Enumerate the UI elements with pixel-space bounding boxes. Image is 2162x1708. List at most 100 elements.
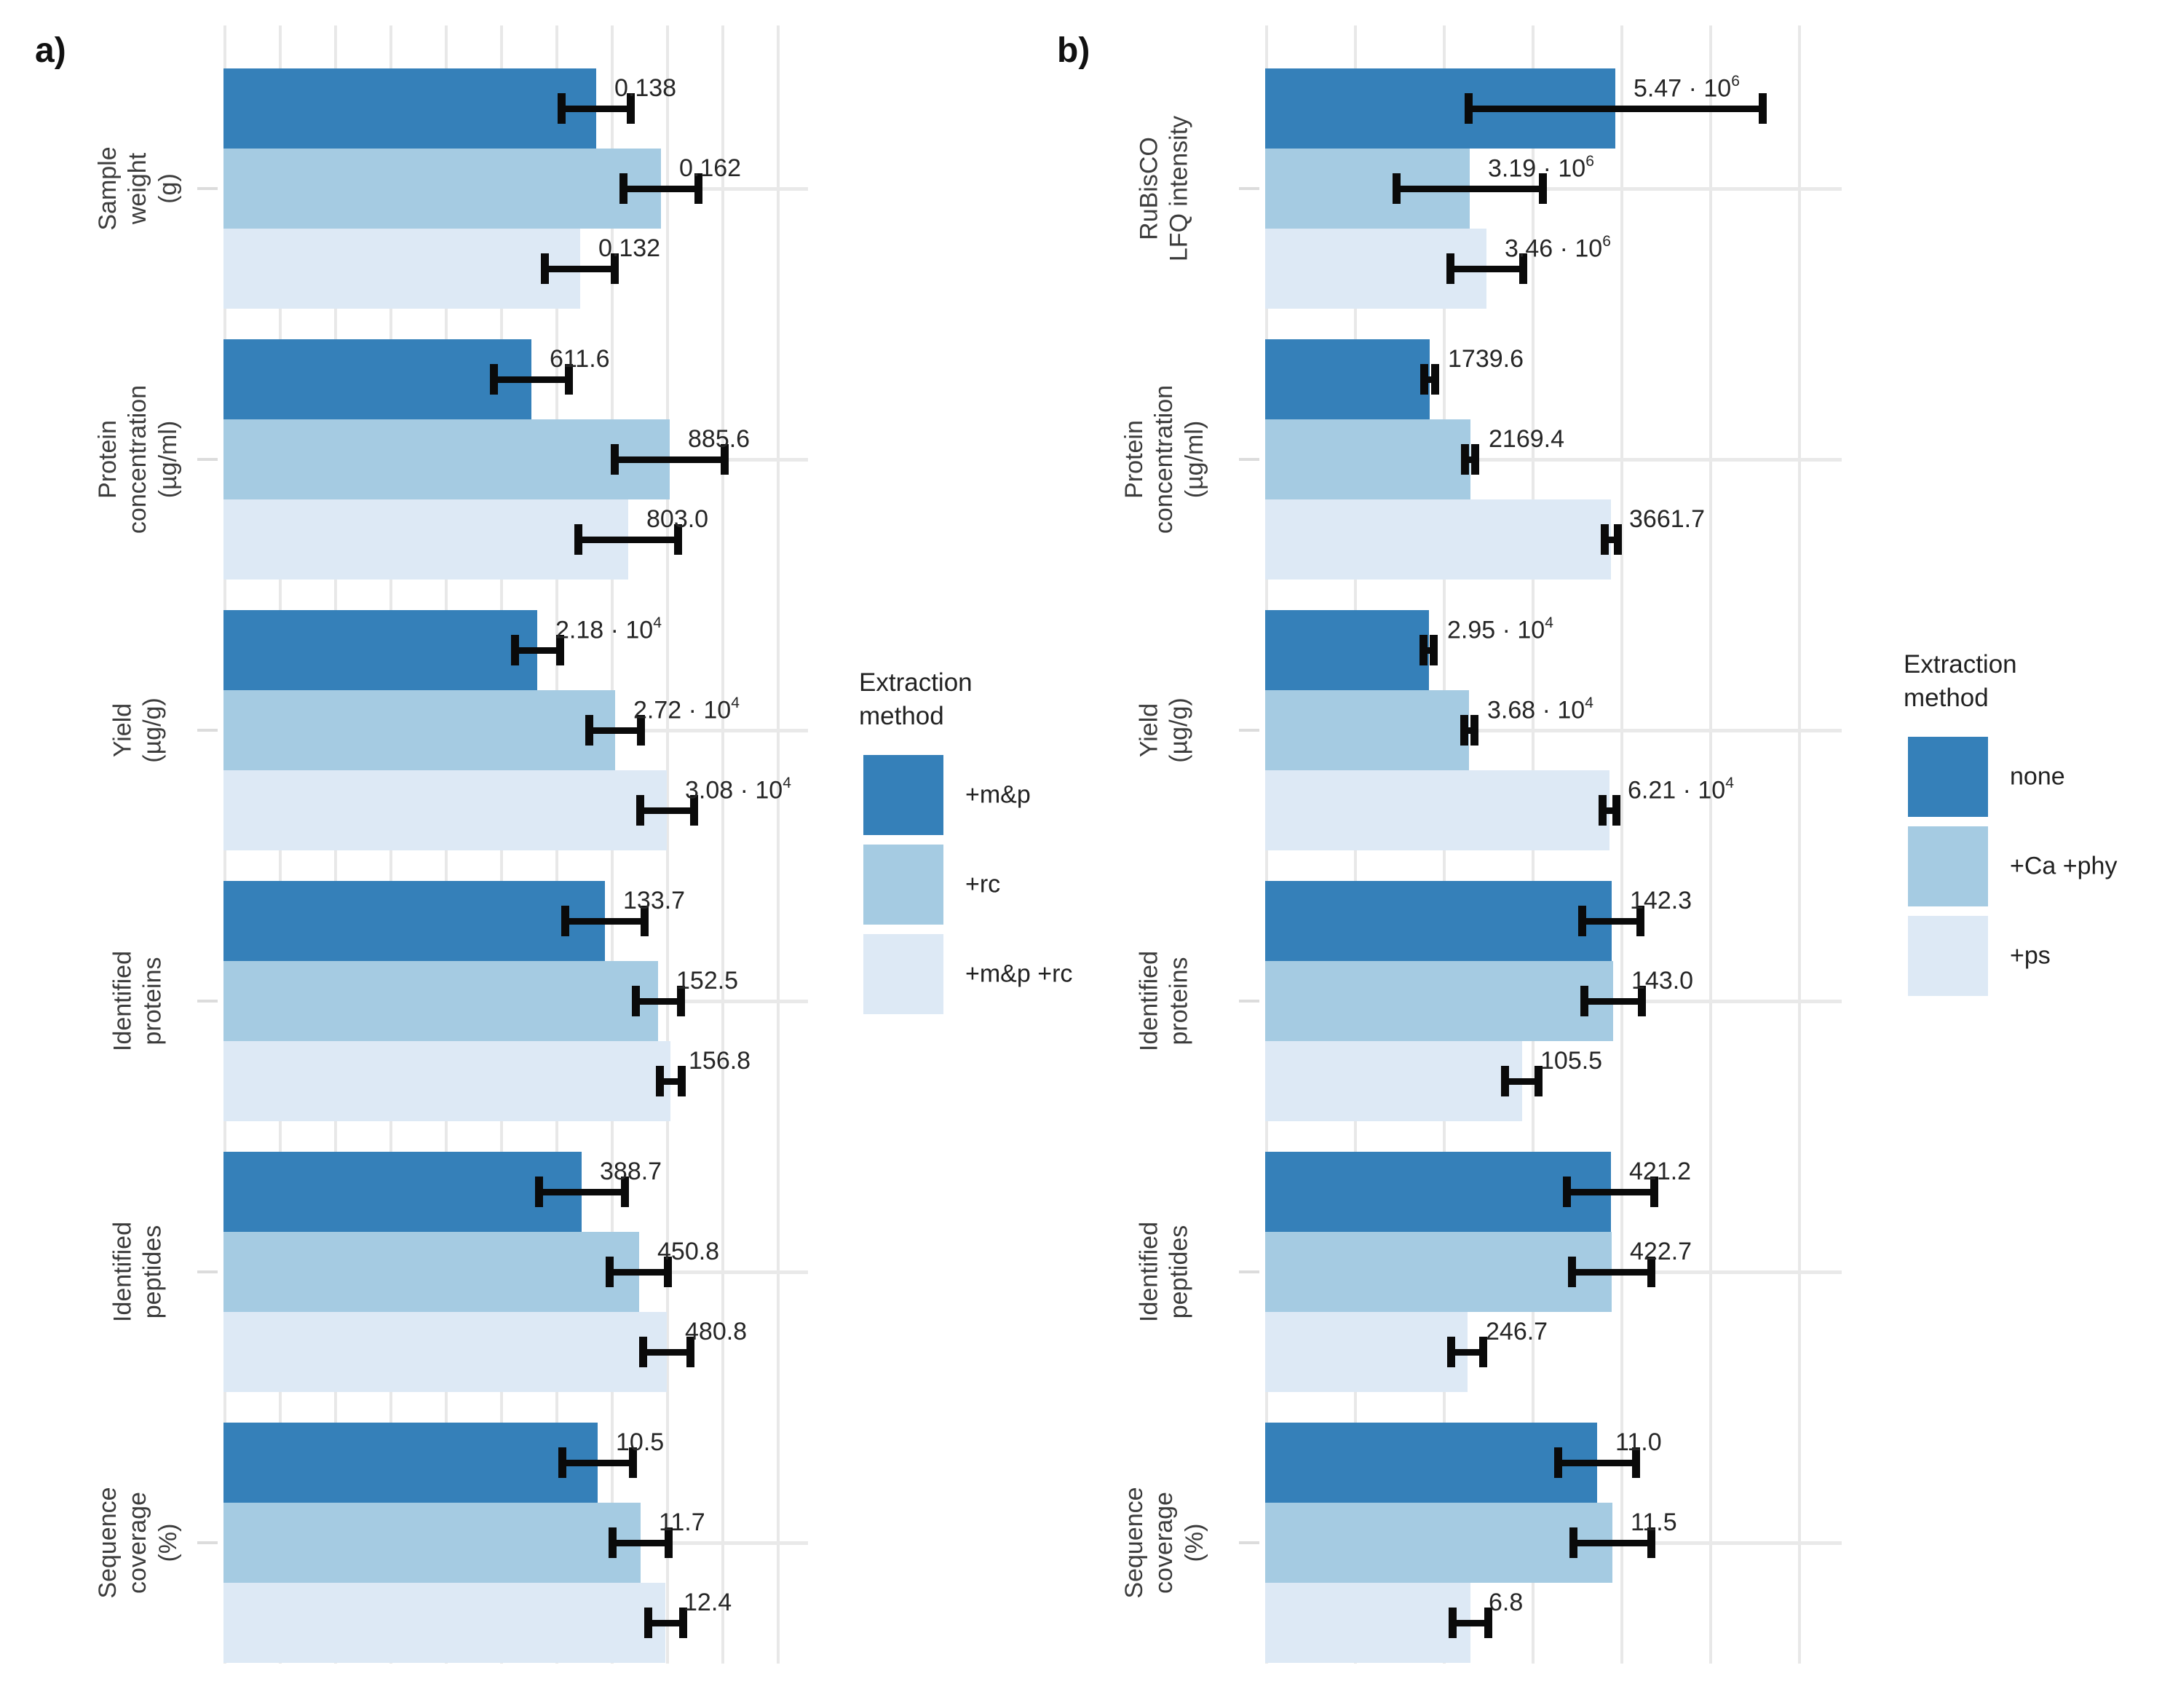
axis-tick <box>197 1541 218 1544</box>
value-label: 5.47 · 106 <box>1634 72 1740 103</box>
value-label: 885.6 <box>688 425 751 453</box>
error-bar-cap <box>1612 795 1620 826</box>
error-bar <box>562 1460 633 1466</box>
bar <box>223 961 658 1041</box>
error-bar <box>635 998 681 1005</box>
error-bar-cap <box>644 1608 652 1638</box>
value-label: 11.0 <box>1615 1428 1662 1456</box>
error-bar-cap <box>1632 1447 1640 1478</box>
legend-swatch <box>863 845 943 925</box>
error-bar-cap <box>1419 635 1428 665</box>
error-bar <box>1558 1460 1636 1466</box>
value-label: 11.5 <box>1631 1509 1677 1536</box>
axis-tick <box>197 1000 218 1003</box>
bar <box>1265 339 1430 419</box>
legend-item-label: +Ca +phy <box>2010 852 2118 880</box>
error-bar-cap <box>619 173 627 204</box>
error-bar <box>494 376 569 383</box>
error-bar-cap <box>1431 364 1439 395</box>
axis-tick <box>1239 187 1259 190</box>
axis-tick <box>197 458 218 461</box>
error-bar-cap <box>1449 1608 1457 1638</box>
bar <box>223 339 531 419</box>
error-bar-cap <box>679 1608 687 1638</box>
error-bar <box>1396 186 1543 192</box>
value-label: 3661.7 <box>1629 505 1705 533</box>
bar <box>223 770 667 850</box>
value-label: 3.08 · 104 <box>685 774 791 804</box>
value-label: 422.7 <box>1630 1238 1692 1265</box>
legend-item-label: none <box>2010 762 2065 791</box>
error-bar-cap <box>561 906 569 936</box>
error-bar <box>1584 998 1642 1005</box>
error-bar-cap <box>1539 173 1547 204</box>
error-bar <box>589 727 641 734</box>
error-bar <box>578 537 678 543</box>
error-bar <box>1582 918 1641 925</box>
facet-gridline <box>1265 729 1842 732</box>
bar <box>223 68 596 149</box>
legend-item-label: +ps <box>2010 941 2051 970</box>
value-label: 3.46 · 106 <box>1505 232 1611 263</box>
value-label: 803.0 <box>646 505 709 533</box>
bar <box>1265 1041 1522 1121</box>
bar <box>1265 1423 1597 1503</box>
error-bar-cap <box>574 524 582 555</box>
error-bar <box>1464 727 1475 734</box>
axis-tick <box>197 729 218 732</box>
category-label: Yield (µg/g) <box>108 697 167 763</box>
error-bar <box>1468 106 1763 112</box>
bar <box>223 1312 667 1392</box>
value-label: 480.8 <box>685 1318 748 1345</box>
panel-b-letter: b) <box>1057 31 1090 70</box>
category-label: RuBisCO LFQ intensity <box>1135 115 1193 262</box>
error-bar-cap <box>1447 1337 1455 1367</box>
error-bar <box>1604 537 1618 543</box>
error-bar-cap <box>606 1257 614 1287</box>
error-bar-cap <box>511 635 519 665</box>
category-label: Protein concentration (µg/ml) <box>1120 384 1208 534</box>
error-bar-cap <box>1647 1257 1655 1287</box>
error-bar <box>1423 647 1434 654</box>
legend-swatch <box>1908 737 1988 817</box>
legend-item-label: +m&p +rc <box>965 960 1073 988</box>
bar <box>223 1503 641 1583</box>
value-label: 0.132 <box>598 234 661 262</box>
bar <box>1265 1503 1612 1583</box>
category-label: Sample weight (g) <box>93 146 182 231</box>
error-bar-cap <box>677 986 685 1016</box>
error-bar-cap <box>1393 173 1401 204</box>
error-bar <box>660 1078 682 1085</box>
error-bar <box>1424 376 1436 383</box>
legend-title: Extraction method <box>859 668 973 730</box>
error-bar-cap <box>585 715 593 746</box>
error-bar-cap <box>1578 906 1586 936</box>
error-bar <box>515 647 561 654</box>
value-label: 3.68 · 104 <box>1487 694 1593 724</box>
error-bar-cap <box>1614 524 1622 555</box>
error-bar-cap <box>674 524 682 555</box>
error-bar-cap <box>639 1337 647 1367</box>
axis-tick <box>1239 1000 1259 1003</box>
legend-swatch <box>1908 826 1988 906</box>
gridline <box>1709 25 1712 1664</box>
error-bar-cap <box>1563 1177 1571 1207</box>
error-bar <box>1573 1540 1652 1546</box>
error-bar-cap <box>611 444 619 475</box>
value-label: 143.0 <box>1631 967 1694 995</box>
error-bar-cap <box>637 715 645 746</box>
error-bar <box>614 456 725 463</box>
bar <box>223 1583 665 1663</box>
legend-item-label: +m&p <box>965 780 1031 809</box>
value-label: 6.21 · 104 <box>1628 774 1734 804</box>
value-label: 611.6 <box>550 345 610 373</box>
category-label: Sequence coverage (%) <box>93 1487 182 1599</box>
value-label: 156.8 <box>689 1047 751 1075</box>
gridline <box>1798 25 1801 1664</box>
error-bar-cap <box>690 795 698 826</box>
error-bar-cap <box>1519 253 1527 284</box>
category-label: Sequence coverage (%) <box>1120 1487 1208 1599</box>
value-label: 152.5 <box>676 967 739 995</box>
error-bar <box>565 918 645 925</box>
legend-item-label: +rc <box>965 870 1001 898</box>
